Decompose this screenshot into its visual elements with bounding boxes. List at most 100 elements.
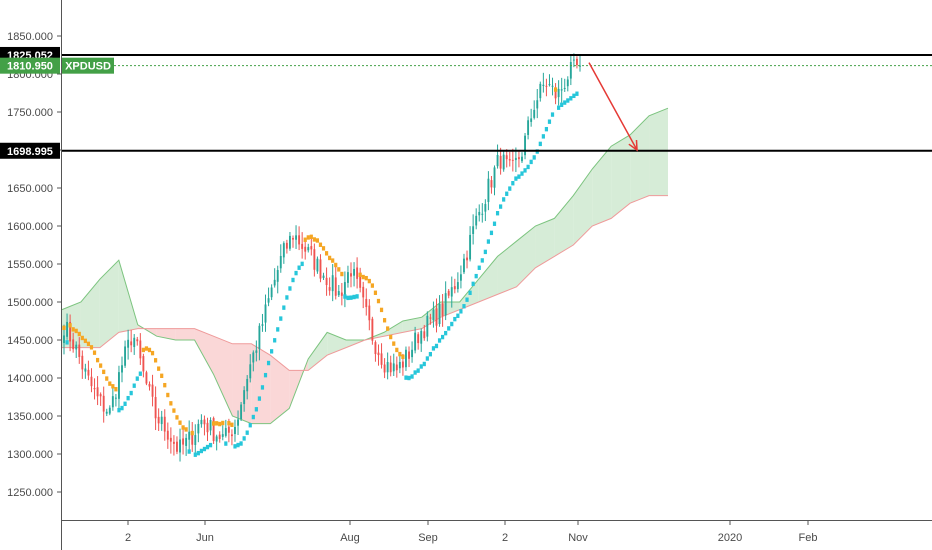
candle-body bbox=[133, 337, 136, 348]
candle-body bbox=[511, 159, 514, 161]
candle bbox=[374, 340, 377, 362]
candle bbox=[124, 340, 127, 368]
candle-body bbox=[356, 267, 359, 279]
arrow-head bbox=[628, 139, 638, 152]
candle-body bbox=[221, 434, 224, 437]
candle bbox=[478, 204, 481, 222]
candle-body bbox=[548, 84, 551, 86]
horizontal-levels[interactable] bbox=[62, 53, 932, 152]
candle bbox=[511, 148, 514, 172]
candle bbox=[353, 262, 356, 287]
kijun-sen-segment bbox=[218, 421, 222, 427]
candle-body bbox=[475, 215, 478, 226]
tenkan-sen-segment bbox=[502, 197, 506, 202]
tenkan-sen-segment bbox=[529, 159, 533, 165]
tenkan-sen-segment bbox=[208, 442, 213, 448]
tenkan-sen-segment bbox=[572, 93, 576, 99]
candle bbox=[78, 337, 81, 364]
candle-body bbox=[368, 305, 371, 321]
tenkan-sen-segment bbox=[419, 364, 423, 369]
candle-body bbox=[145, 372, 148, 384]
x-tick-label: 2020 bbox=[718, 532, 742, 544]
candle bbox=[188, 420, 191, 450]
down-arrow-annotation[interactable] bbox=[588, 62, 638, 152]
y-tick-label: 1600.000 bbox=[7, 221, 53, 233]
candle bbox=[347, 265, 349, 288]
candle bbox=[261, 313, 264, 332]
tenkan-sen-segment bbox=[437, 338, 442, 343]
candle-body bbox=[279, 255, 282, 269]
kijun-sen-segment bbox=[178, 420, 182, 425]
tenkan-sen-segment bbox=[468, 290, 472, 296]
tenkan-sen-segment bbox=[544, 126, 549, 132]
x-tick-label: Jun bbox=[196, 532, 214, 544]
tenkan-sen-segment bbox=[532, 155, 536, 160]
candle-body bbox=[166, 430, 169, 440]
candle bbox=[288, 231, 291, 251]
candle bbox=[136, 336, 139, 346]
candle bbox=[176, 436, 178, 455]
candle bbox=[392, 353, 395, 377]
candle bbox=[139, 333, 142, 365]
tenkan-sen-segment bbox=[505, 191, 509, 196]
tenkan-sen-segment bbox=[456, 313, 460, 318]
candle bbox=[362, 281, 365, 309]
tenkan-sen-segment bbox=[123, 401, 127, 407]
tenkan-sen-segment bbox=[410, 374, 414, 379]
candle bbox=[84, 363, 87, 379]
tenkan-sen-segment bbox=[117, 407, 121, 413]
tenkan-sen-segment bbox=[276, 327, 280, 332]
candle-body bbox=[142, 356, 145, 372]
cloud-segment bbox=[232, 343, 252, 424]
candle-body bbox=[350, 273, 352, 277]
candle-body bbox=[450, 287, 453, 297]
candle bbox=[142, 353, 145, 378]
kijun-sen-segment bbox=[389, 334, 393, 340]
candle-body bbox=[288, 235, 291, 249]
tenkan-sen-segment bbox=[407, 375, 411, 381]
tenkan-sen-segment bbox=[254, 407, 258, 412]
tenkan-sen-segment bbox=[477, 265, 481, 270]
kijun-sen-segment bbox=[376, 298, 381, 304]
kijun-sen-segment bbox=[364, 275, 368, 281]
time-axis[interactable]: 2 Jun Aug Sep 2 Nov 2020 Feb bbox=[125, 520, 818, 544]
cloud-segment bbox=[383, 321, 403, 337]
candle bbox=[218, 431, 221, 443]
cloud-segment bbox=[175, 328, 195, 340]
arrow-shaft bbox=[588, 62, 638, 151]
candle bbox=[108, 405, 111, 416]
candle-body bbox=[414, 332, 417, 351]
kijun-sen-segment bbox=[99, 363, 103, 368]
tenkan-sen-segment bbox=[575, 91, 579, 96]
candle bbox=[368, 299, 371, 331]
cloud-segment bbox=[611, 134, 631, 219]
candle-body bbox=[243, 390, 246, 405]
kijun-sen-segment bbox=[141, 347, 145, 353]
x-tick-label: Nov bbox=[568, 532, 588, 544]
kijun-sen-segment bbox=[306, 235, 310, 240]
tenkan-sen-segment bbox=[288, 286, 292, 291]
kijun-sen-segment bbox=[105, 376, 109, 381]
tenkan-sen-segment bbox=[355, 294, 359, 299]
candle bbox=[292, 235, 294, 248]
kijun-sen-segment bbox=[80, 335, 84, 341]
candle bbox=[527, 116, 530, 140]
tenkan-sen-segment bbox=[352, 294, 356, 300]
candle bbox=[99, 392, 102, 406]
candle-body bbox=[301, 243, 304, 249]
candle-body bbox=[96, 387, 99, 397]
price-axis[interactable]: 1850.0001800.0001750.0001700.0001650.000… bbox=[7, 31, 61, 499]
candle bbox=[444, 281, 447, 321]
tenkan-sen-segment bbox=[135, 376, 139, 381]
candle-body bbox=[490, 180, 493, 188]
candle bbox=[539, 81, 542, 102]
candle-body bbox=[405, 349, 407, 368]
candle-body bbox=[169, 437, 172, 442]
candle-body bbox=[521, 156, 523, 162]
symbol-badge-bg bbox=[62, 57, 114, 74]
tenkan-sen-segment bbox=[285, 295, 289, 300]
candle bbox=[194, 424, 197, 453]
x-tick-label: Aug bbox=[340, 532, 360, 544]
annotations[interactable] bbox=[588, 62, 638, 152]
